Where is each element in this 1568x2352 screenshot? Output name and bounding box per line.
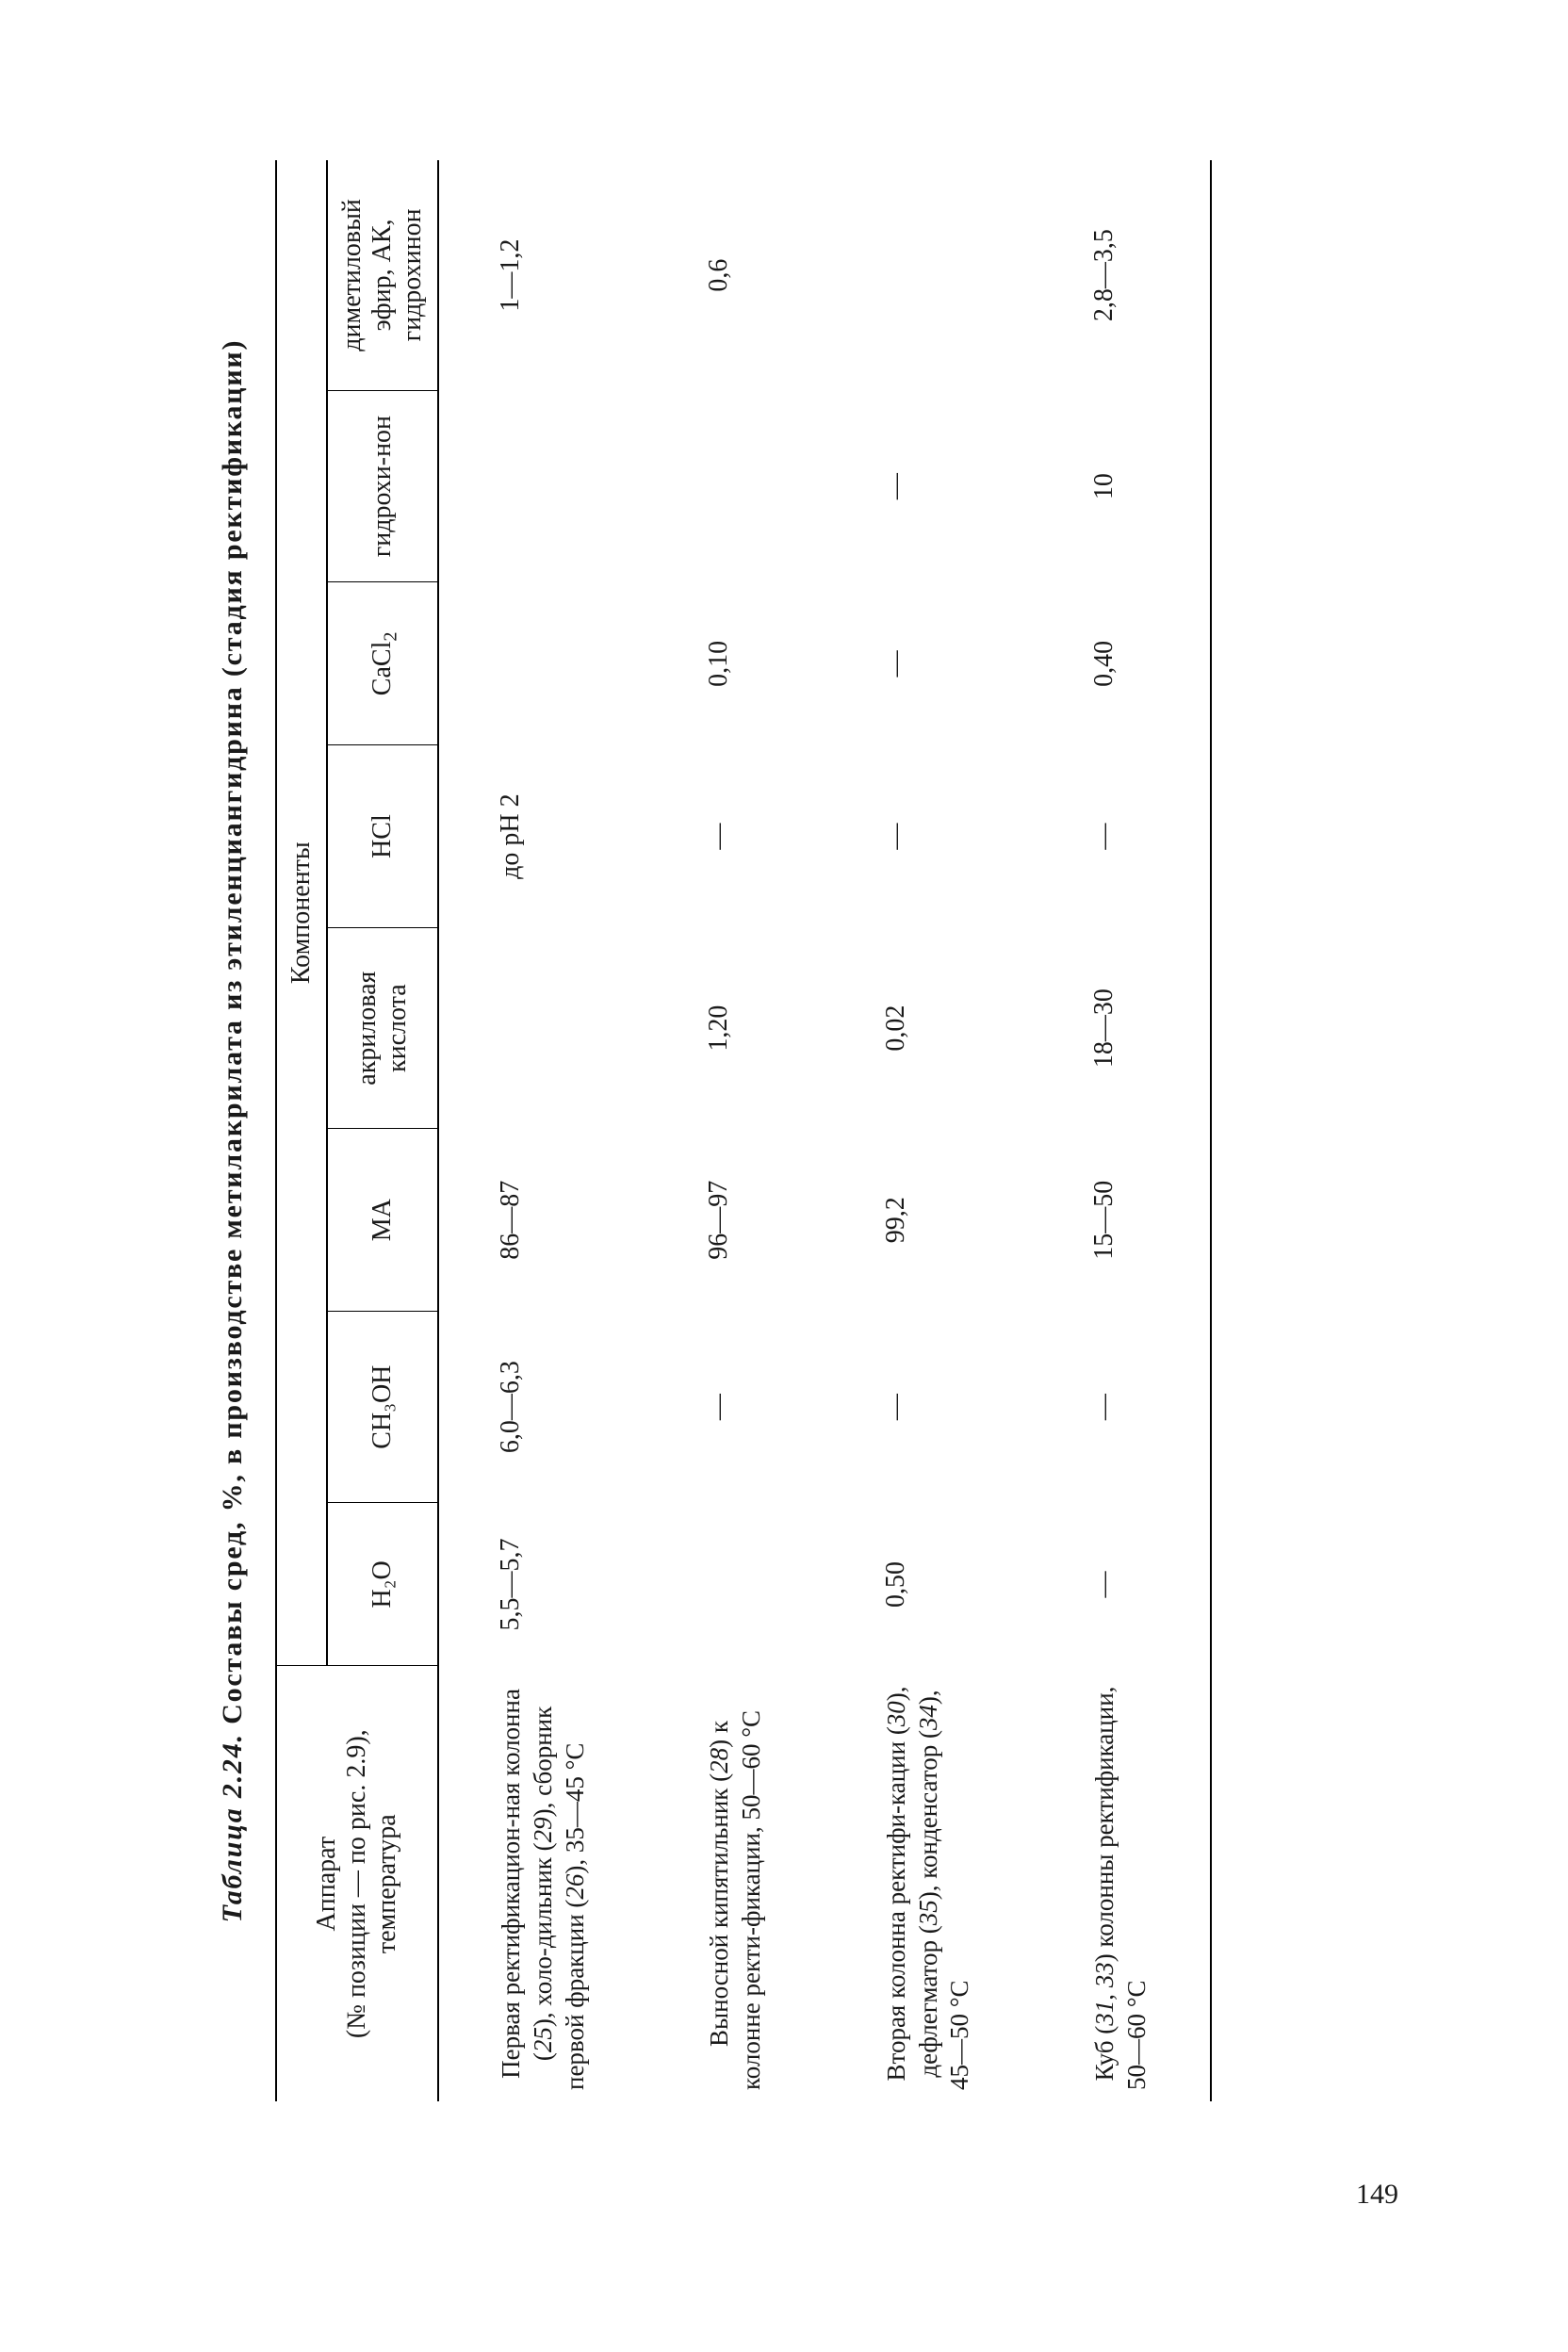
cell-hcl: — (1033, 745, 1211, 927)
head-h2o-text: H₂O (368, 1560, 397, 1608)
cell-h2o: — (1033, 1503, 1211, 1666)
cell-dme: 0,6 (647, 160, 825, 390)
cell-desc: Первая ректификацион-ная колонна (25), х… (438, 1666, 647, 2101)
cell-desc: Вторая колонна ректифи-кации (30), дефле… (825, 1666, 1033, 2101)
head-apparatus-l1: Аппарат (312, 1837, 341, 1932)
page-number: 149 (1356, 2179, 1398, 2211)
head-apparatus-l3: температура (372, 1814, 401, 1953)
caption-text: Составы сред, %, в производстве метилакр… (217, 339, 248, 1733)
table-row: Выносной кипятильник (28) к колонне рект… (647, 160, 825, 2101)
cell-acrylic: 1,20 (647, 927, 825, 1129)
cell-cacl2 (438, 582, 647, 745)
cell-h2o (647, 1503, 825, 1666)
head-cacl2: CaCl2 (327, 582, 438, 745)
table-caption: Таблица 2.24. Составы сред, %, в произво… (217, 160, 249, 2101)
head-acrylic: акриловая кислота (327, 927, 438, 1129)
cell-ch3oh: — (647, 1311, 825, 1503)
head-h2o: H₂O (327, 1503, 438, 1666)
cell-ch3oh: 6,0—6,3 (438, 1311, 647, 1503)
cell-hcl: до pH 2 (438, 745, 647, 927)
composition-table: Аппарат (№ позиции — по рис. 2.9), темпе… (275, 160, 1212, 2101)
cell-desc: Куб (31, 33) колонны ректификации, 50—60… (1033, 1666, 1211, 2101)
head-row-1: Аппарат (№ позиции — по рис. 2.9), темпе… (276, 160, 327, 2101)
head-hq-text: гидрохи-нон (368, 416, 397, 557)
cell-hcl: — (825, 745, 1033, 927)
cell-cacl2: 0,10 (647, 582, 825, 745)
cell-dme: 1—1,2 (438, 160, 647, 390)
cell-ma: 15—50 (1033, 1129, 1211, 1311)
cell-dme: 2,8—3,5 (1033, 160, 1211, 390)
cell-cacl2: — (825, 582, 1033, 745)
cell-acrylic (438, 927, 647, 1129)
head-ch3oh: CH₃OH (327, 1311, 438, 1503)
cell-hq (438, 390, 647, 582)
head-hq: гидрохи-нон (327, 390, 438, 582)
cell-ch3oh: — (825, 1311, 1033, 1503)
cell-dme (825, 160, 1033, 390)
table-row: Вторая колонна ректифи-кации (30), дефле… (825, 160, 1033, 2101)
head-apparatus-l2: (№ позиции — по рис. 2.9), (342, 1729, 371, 2038)
head-ma: МА (327, 1129, 438, 1311)
cell-h2o: 0,50 (825, 1503, 1033, 1666)
cell-ma: 86—87 (438, 1129, 647, 1311)
cell-hcl: — (647, 745, 825, 927)
page: Таблица 2.24. Составы сред, %, в произво… (0, 0, 1568, 2352)
cell-h2o: 5,5—5,7 (438, 1503, 647, 1666)
cell-cacl2: 0,40 (1033, 582, 1211, 745)
cell-hq (647, 390, 825, 582)
cell-hq: 10 (1033, 390, 1211, 582)
cell-acrylic: 18—30 (1033, 927, 1211, 1129)
head-apparatus: Аппарат (№ позиции — по рис. 2.9), темпе… (276, 1666, 438, 2101)
cell-acrylic: 0,02 (825, 927, 1033, 1129)
table-row: Куб (31, 33) колонны ректификации, 50—60… (1033, 160, 1211, 2101)
head-dme: диметиловый эфир, АК, гидрохинон (327, 160, 438, 390)
head-ch3oh-text: CH₃OH (368, 1365, 397, 1449)
cell-ch3oh: — (1033, 1311, 1211, 1503)
rotated-table-block: Таблица 2.24. Составы сред, %, в произво… (217, 160, 1212, 2101)
head-ma-text: МА (368, 1199, 397, 1241)
cell-ma: 96—97 (647, 1129, 825, 1311)
cell-desc: Выносной кипятильник (28) к колонне рект… (647, 1666, 825, 2101)
head-components: Компоненты (276, 160, 327, 1666)
cell-ma: 99,2 (825, 1129, 1033, 1311)
cell-hq: — (825, 390, 1033, 582)
head-acrylic-text: акриловая кислота (352, 972, 412, 1086)
head-dme-text: диметиловый эфир, АК, гидрохинон (337, 199, 427, 351)
head-hcl-text: HCl (368, 814, 397, 858)
table-row: Первая ректификацион-ная колонна (25), х… (438, 160, 647, 2101)
caption-label: Таблица 2.24. (217, 1733, 248, 1922)
table-body: Первая ректификацион-ная колонна (25), х… (438, 160, 1211, 2101)
head-hcl: HCl (327, 745, 438, 927)
table-head: Аппарат (№ позиции — по рис. 2.9), темпе… (276, 160, 438, 2101)
